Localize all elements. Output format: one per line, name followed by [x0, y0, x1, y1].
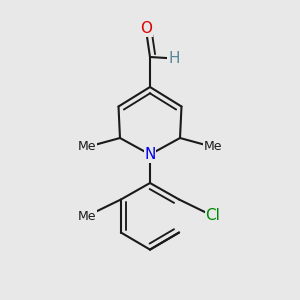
Text: N: N [144, 147, 156, 162]
Text: Me: Me [78, 209, 96, 223]
Text: Cl: Cl [206, 208, 220, 224]
Text: Me: Me [204, 140, 222, 154]
Text: O: O [140, 21, 152, 36]
Text: Me: Me [78, 140, 96, 154]
Text: H: H [168, 51, 180, 66]
